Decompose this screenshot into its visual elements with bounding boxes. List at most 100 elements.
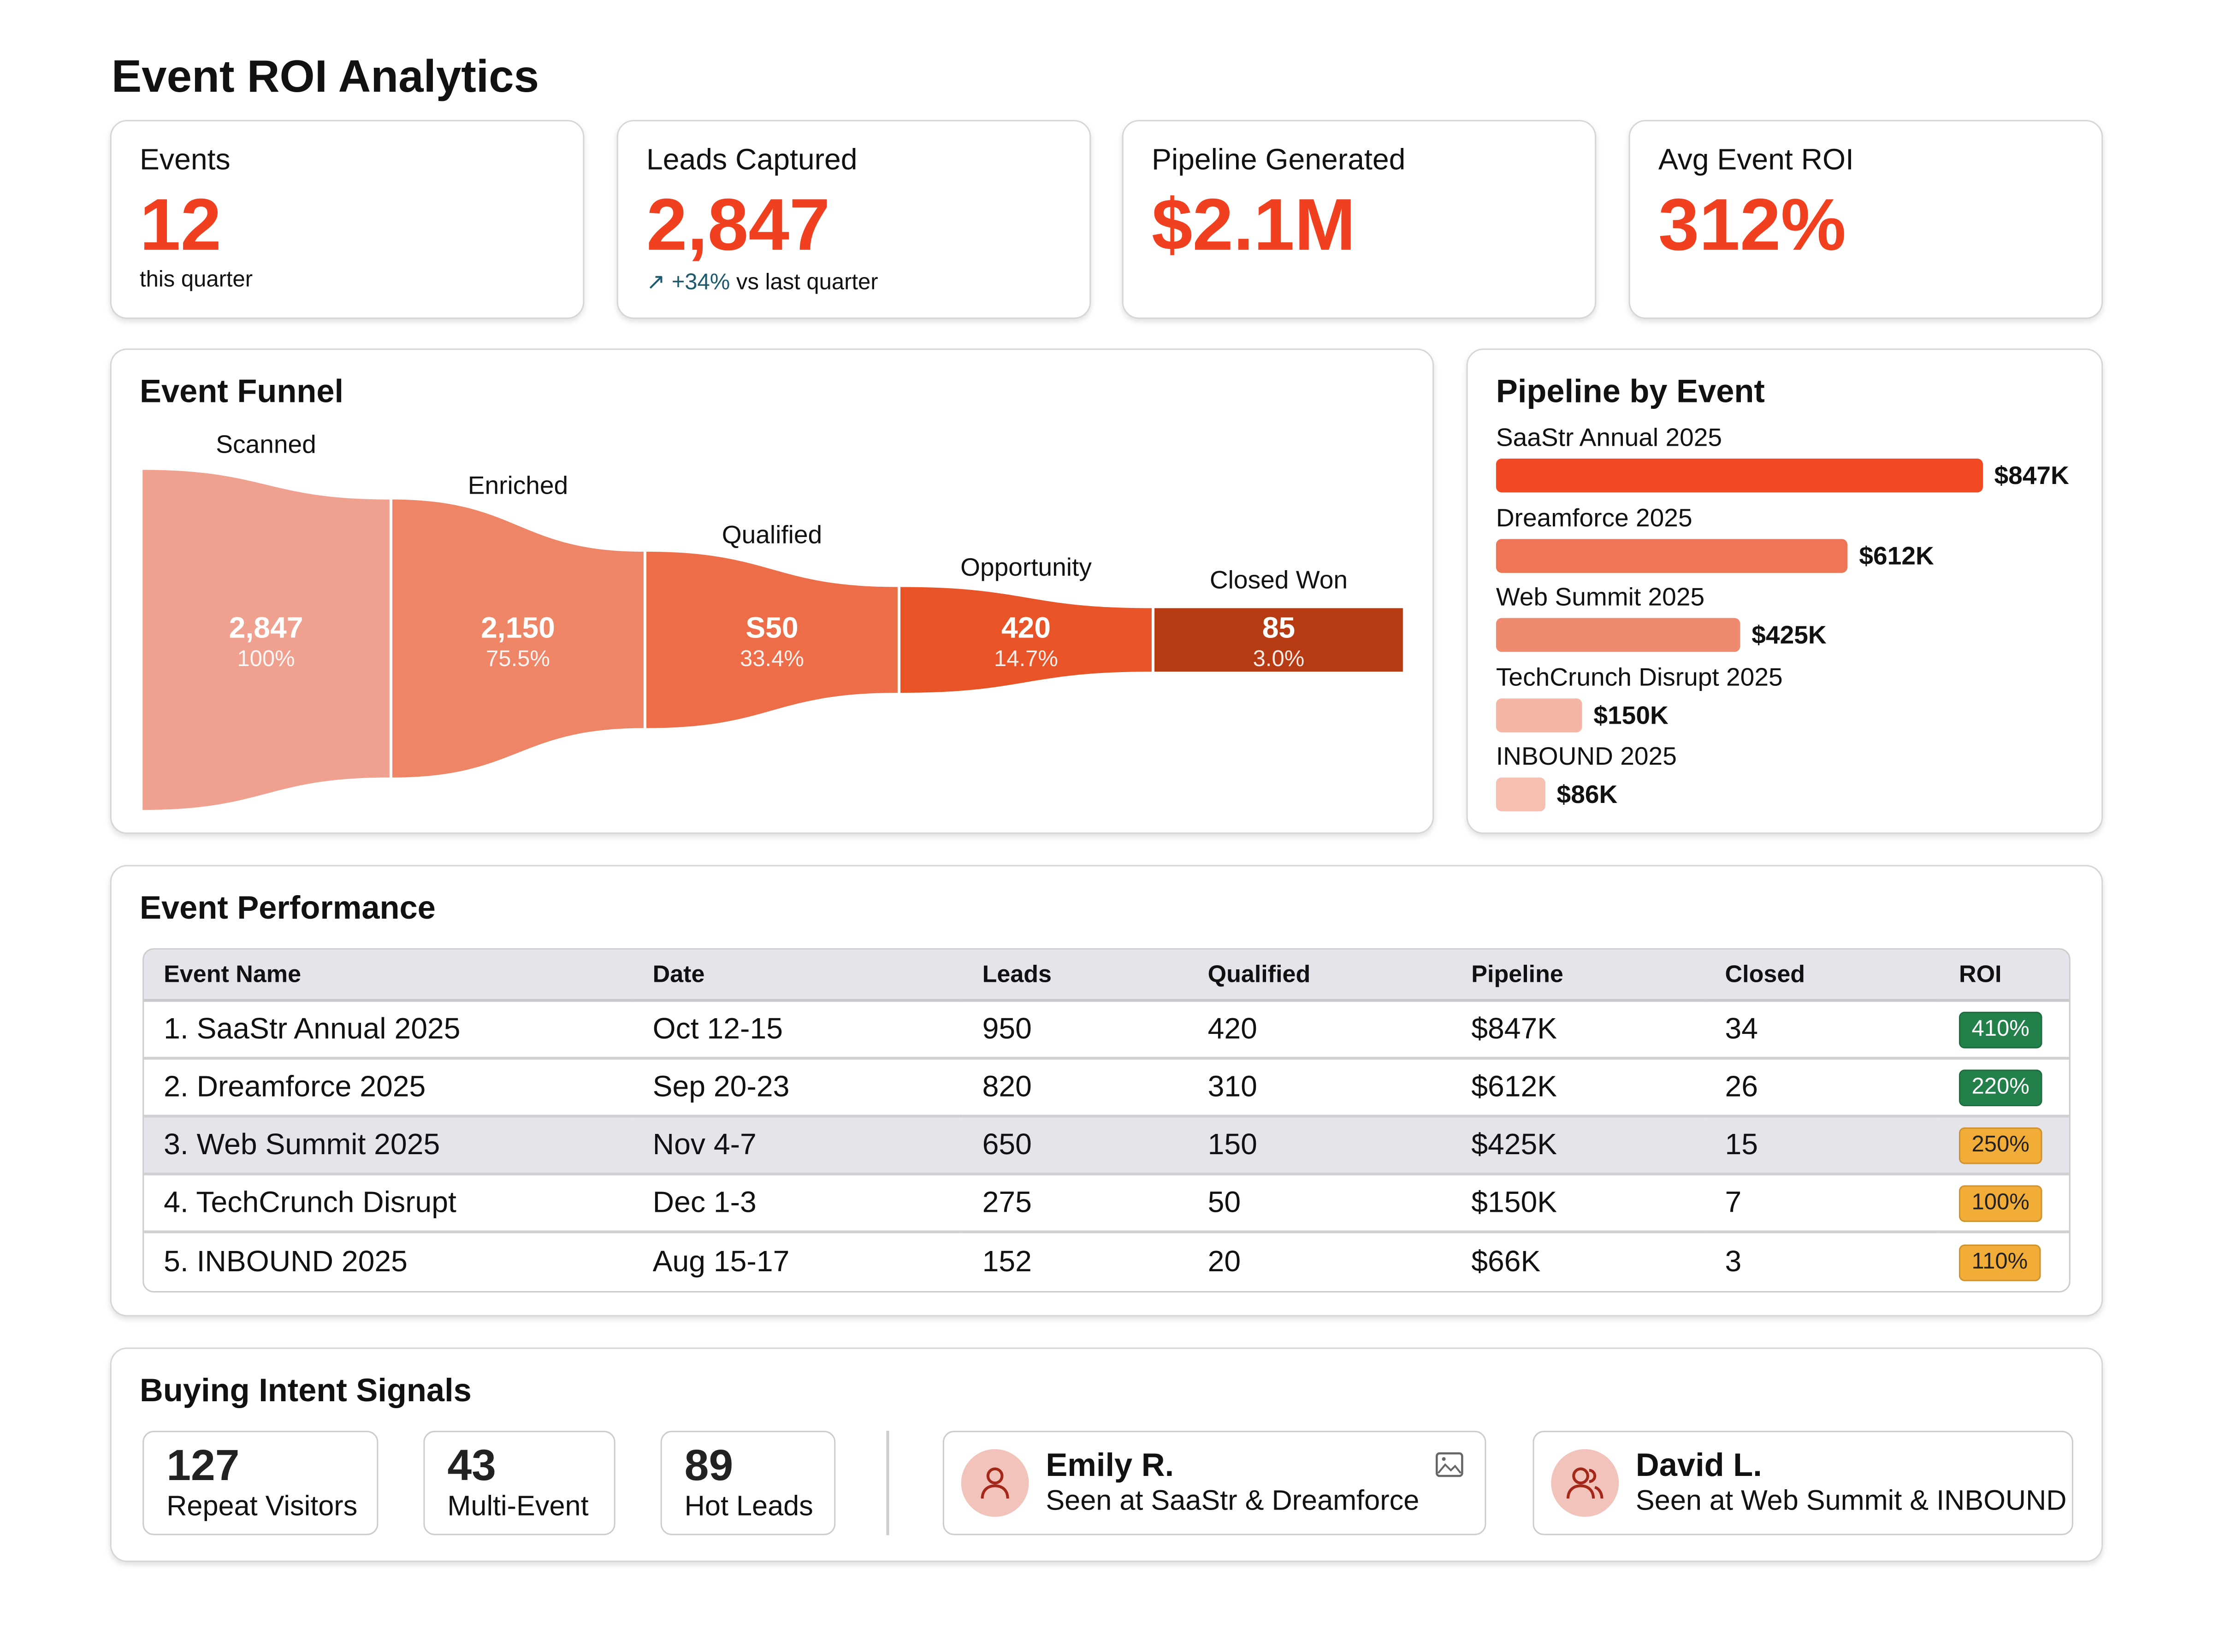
stat-label: Hot Leads: [684, 1491, 813, 1523]
pipeline-value: $612K: [1859, 541, 1934, 570]
section-title: Buying Intent Signals: [140, 1371, 472, 1409]
pipeline-value: $150K: [1593, 700, 1669, 729]
roi-badge: 110%: [1959, 1244, 2041, 1281]
pipeline-event-name: Dreamforce 2025: [1496, 503, 1692, 531]
table-row[interactable]: 5. INBOUND 2025 Aug 15-17 152 20 $66K 3 110%: [144, 1233, 2069, 1291]
roi-cell: 110%: [1939, 1233, 2069, 1291]
funnel-stage-pct: 33.4%: [740, 646, 804, 671]
kpi-value: 2,847: [646, 185, 830, 267]
table-cell: 950: [962, 1002, 1188, 1060]
table-cell: 650: [962, 1117, 1188, 1175]
roi-badge: 220%: [1959, 1069, 2042, 1106]
users-icon: [1551, 1449, 1619, 1517]
column-header[interactable]: ROI: [1939, 950, 2069, 1002]
pipeline-event-name: Web Summit 2025: [1496, 583, 1705, 611]
person-seen: Seen at Web Summit & INBOUND: [1635, 1486, 2067, 1517]
funnel-stage-label: Qualified: [722, 520, 822, 549]
column-header[interactable]: Qualified: [1188, 950, 1452, 1002]
funnel-stage-label: Enriched: [468, 471, 568, 499]
table-cell: 15: [1705, 1117, 1940, 1175]
kpi-value: $2.1M: [1151, 185, 1356, 267]
section-title: Pipeline by Event: [1496, 372, 1765, 409]
kpi-label: Leads Captured: [646, 144, 858, 177]
kpi-sub: this quarter: [140, 268, 253, 292]
table-cell: $847K: [1451, 1002, 1705, 1060]
column-header[interactable]: Closed: [1705, 950, 1940, 1002]
kpi-leads: Leads Captured 2,847 ↗ +34% vs last quar…: [616, 120, 1091, 319]
funnel-stage-label: Closed Won: [1210, 566, 1348, 594]
table-cell: 4. TechCrunch Disrupt: [144, 1175, 633, 1233]
funnel-stage-value: 2,150: [481, 611, 555, 644]
table-row[interactable]: 1. SaaStr Annual 2025 Oct 12-15 950 420 $847…: [144, 1002, 2069, 1060]
funnel-stage-label: Scanned: [216, 430, 316, 459]
table-cell: 152: [982, 1245, 1032, 1278]
funnel-stage-value: 85: [1262, 611, 1295, 644]
funnel-segment-qualified[interactable]: [646, 551, 898, 728]
stat-multi-event[interactable]: 43 Multi-Event: [423, 1431, 615, 1535]
funnel-stage-value: 2,847: [229, 611, 303, 644]
table-cell: 50: [1188, 1175, 1452, 1233]
table-row[interactable]: 3. Web Summit 2025 Nov 4-7 650 150 $425K 15 25…: [144, 1117, 2069, 1175]
kpi-sub: ↗ +34% vs last quarter: [646, 268, 878, 296]
person-name: Emily R.: [1046, 1446, 1174, 1483]
pipeline-event-name: TechCrunch Disrupt 2025: [1496, 662, 1783, 691]
pipeline-bar[interactable]: [1496, 458, 1983, 493]
event-performance-card: Event Performance Event Name Date Leads Qua…: [110, 865, 2103, 1317]
table-cell: 7: [1705, 1175, 1940, 1233]
funnel-segment-closed-won[interactable]: [1154, 608, 1403, 672]
image-icon[interactable]: [1435, 1452, 1463, 1484]
pipeline-bar[interactable]: [1496, 697, 1582, 732]
column-header[interactable]: Pipeline: [1451, 950, 1705, 1002]
funnel-stage-pct: 75.5%: [486, 646, 550, 671]
table-cell: Oct 12-15: [633, 1002, 963, 1060]
pipeline-event-name: INBOUND 2025: [1496, 742, 1677, 771]
pipeline-bar[interactable]: [1496, 538, 1848, 572]
kpi-roi: Avg Event ROI 312%: [1628, 120, 2103, 319]
column-header[interactable]: Event Name: [144, 950, 633, 1002]
kpi-pipeline: Pipeline Generated $2.1M: [1122, 120, 1597, 319]
table-row[interactable]: 2. Dreamforce 2025 Sep 20-23 820 310 $612K 26…: [144, 1060, 2069, 1118]
roi-cell: 250%: [1939, 1117, 2069, 1175]
roi-badge: 100%: [1959, 1185, 2042, 1222]
pipeline-value: $847K: [1994, 461, 2069, 490]
table-cell: Dec 1-3: [633, 1175, 963, 1233]
column-header[interactable]: Date: [633, 950, 963, 1002]
table-cell: $425K: [1451, 1117, 1705, 1175]
table-cell: 34: [1705, 1002, 1940, 1060]
funnel-stage-value: S50: [746, 611, 798, 644]
funnel-segment-opportunity[interactable]: [900, 587, 1152, 693]
table-cell: 1. SaaStr Annual 2025: [144, 1002, 633, 1060]
roi-cell: 410%: [1939, 1002, 2069, 1060]
table-cell: Sep 20-23: [633, 1060, 963, 1118]
table-cell: $150K: [1451, 1175, 1705, 1233]
pipeline-bar[interactable]: [1496, 618, 1740, 652]
pipeline-by-event-card: Pipeline by Event SaaStr Annual 2025 $84…: [1466, 348, 2103, 834]
stat-hot-leads[interactable]: 89 Hot Leads: [660, 1431, 836, 1535]
table-cell: 26: [1705, 1060, 1940, 1118]
stat-repeat-visitors[interactable]: 127 Repeat Visitors: [142, 1431, 379, 1535]
pipeline-value: $425K: [1751, 620, 1827, 649]
table-cell: 310: [1188, 1060, 1452, 1118]
column-header[interactable]: Leads: [962, 950, 1188, 1002]
table-cell: 150: [1188, 1117, 1452, 1175]
funnel-segment-enriched[interactable]: [392, 499, 644, 778]
stat-value: 127: [166, 1440, 240, 1490]
table-row[interactable]: 4. TechCrunch Disrupt Dec 1-3 275 50 $150K 7 1…: [144, 1175, 2069, 1233]
funnel-stage-value: 420: [1001, 611, 1051, 644]
kpi-trend-text: vs last quarter: [736, 271, 878, 295]
funnel-stage-pct: 100%: [237, 646, 295, 671]
kpi-label: Avg Event ROI: [1658, 144, 1854, 177]
funnel-stage-label: Opportunity: [960, 553, 1092, 581]
trend-up-icon: ↗: [646, 271, 666, 295]
person-card-emily[interactable]: Emily R. Seen at SaaStr & Dreamforce: [942, 1431, 1486, 1535]
pipeline-bar[interactable]: [1496, 777, 1546, 812]
table-cell: 20: [1207, 1245, 1241, 1278]
table-cell: 3: [1725, 1245, 1742, 1278]
table-cell: 420: [1188, 1002, 1452, 1060]
stat-value: 89: [684, 1440, 734, 1490]
person-name: David L.: [1635, 1446, 1762, 1483]
roi-cell: 100%: [1939, 1175, 2069, 1233]
person-card-david[interactable]: David L. Seen at Web Summit & INBOUND: [1533, 1431, 2073, 1535]
funnel-segment-scanned[interactable]: [142, 470, 390, 810]
